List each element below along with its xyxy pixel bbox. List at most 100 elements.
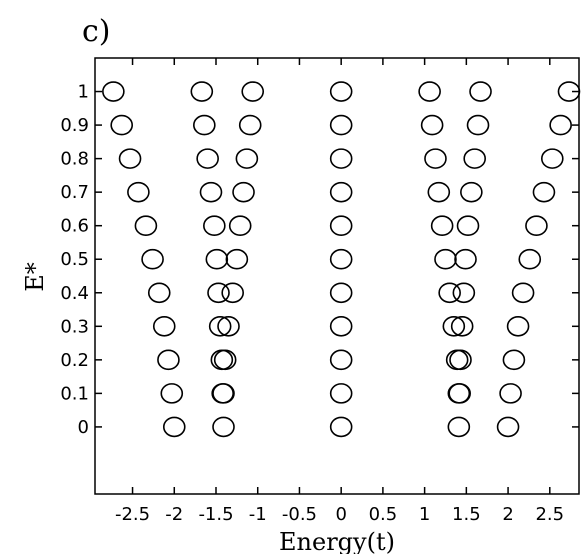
data-point xyxy=(549,114,572,136)
data-point xyxy=(329,248,353,270)
data-point xyxy=(329,316,353,337)
y-axis: 0 0.1 0.2 0.3 0.4 0.5 0.6 0.7 0.8 0.9 1 xyxy=(60,82,579,438)
data-point xyxy=(141,248,164,270)
data-point xyxy=(329,215,353,236)
data-point xyxy=(203,215,226,236)
data-point xyxy=(190,81,214,102)
data-point xyxy=(212,383,235,404)
data-point xyxy=(469,81,492,102)
data-point xyxy=(329,148,353,169)
y-tick-label: 0.1 xyxy=(60,383,89,404)
data-point xyxy=(110,114,134,136)
data-point xyxy=(532,181,556,203)
data-point xyxy=(213,349,237,371)
data-point xyxy=(518,248,542,270)
data-point xyxy=(499,383,522,404)
data-point xyxy=(466,114,490,136)
data-point xyxy=(241,81,265,102)
x-tick-label: 0.5 xyxy=(369,504,398,525)
data-point xyxy=(147,282,171,304)
y-axis-label: E* xyxy=(21,262,49,292)
data-point xyxy=(232,181,255,203)
plot-frame xyxy=(94,57,580,495)
x-tick-label: -1 xyxy=(249,504,267,525)
data-point xyxy=(511,282,535,304)
y-tick-label: 0.4 xyxy=(60,283,89,304)
data-point xyxy=(463,148,486,169)
data-point xyxy=(424,148,447,169)
data-points xyxy=(102,81,581,438)
data-point xyxy=(540,148,564,169)
data-point xyxy=(212,416,235,438)
y-tick-label: 0.9 xyxy=(60,115,89,136)
y-tick-label: 0.6 xyxy=(60,216,89,237)
data-point xyxy=(434,248,457,270)
data-point xyxy=(162,416,186,438)
x-tick-label: 0 xyxy=(335,504,346,525)
y-tick-label: 1 xyxy=(78,82,89,103)
data-point xyxy=(450,316,474,337)
data-point xyxy=(235,148,259,169)
data-point xyxy=(238,114,262,136)
panel-label: c) xyxy=(82,14,111,49)
data-point xyxy=(127,181,150,203)
data-point xyxy=(460,181,483,203)
data-point xyxy=(118,148,142,169)
data-point xyxy=(329,416,353,438)
x-axis-label: Energy(t) xyxy=(279,528,395,554)
data-point xyxy=(207,282,230,304)
data-point xyxy=(329,282,353,304)
x-tick-label: -2.5 xyxy=(115,504,150,525)
x-tick-label: -2 xyxy=(165,504,183,525)
data-point xyxy=(456,215,480,236)
data-point xyxy=(329,383,353,404)
data-point xyxy=(196,148,219,169)
y-tick-label: 0.7 xyxy=(60,182,89,203)
data-point xyxy=(221,282,244,304)
y-tick-label: 0.8 xyxy=(60,149,89,170)
data-point xyxy=(438,282,461,304)
data-point xyxy=(454,248,477,270)
data-point xyxy=(452,282,476,304)
x-tick-label: -0.5 xyxy=(282,504,317,525)
data-point xyxy=(442,316,466,337)
y-tick-label: 0.5 xyxy=(60,249,89,270)
data-point xyxy=(134,215,158,236)
data-point xyxy=(496,416,520,438)
data-point xyxy=(557,81,581,102)
data-point xyxy=(199,181,223,203)
data-point xyxy=(525,215,548,236)
data-point xyxy=(193,114,216,136)
data-point xyxy=(329,81,353,102)
data-point xyxy=(329,114,353,136)
data-point xyxy=(448,383,471,404)
data-point xyxy=(427,181,451,203)
data-point xyxy=(420,114,444,136)
data-point xyxy=(329,181,353,203)
data-point xyxy=(449,349,472,371)
data-point xyxy=(430,215,454,236)
x-tick-label: 1.5 xyxy=(452,504,481,525)
data-point xyxy=(228,215,252,236)
data-point xyxy=(329,349,353,371)
y-tick-label: 0 xyxy=(78,417,89,438)
x-tick-label: -1.5 xyxy=(198,504,233,525)
data-point xyxy=(502,349,526,371)
data-point xyxy=(205,248,229,270)
x-tick-label: 2.5 xyxy=(535,504,564,525)
data-point xyxy=(208,316,232,337)
data-point xyxy=(225,248,249,270)
data-point xyxy=(418,81,441,102)
x-tick-label: 2 xyxy=(502,504,513,525)
data-point xyxy=(217,316,240,337)
data-point xyxy=(152,316,176,337)
x-axis: -2.5 -2 -1.5 -1 -0.5 0 0.5 1 1.5 2 2.5 xyxy=(115,58,564,525)
data-point xyxy=(447,416,471,438)
x-tick-label: 1 xyxy=(419,504,430,525)
data-point xyxy=(160,383,184,404)
data-point xyxy=(102,81,125,102)
data-point xyxy=(506,316,530,337)
data-point xyxy=(157,349,180,371)
y-tick-label: 0.2 xyxy=(60,350,89,371)
